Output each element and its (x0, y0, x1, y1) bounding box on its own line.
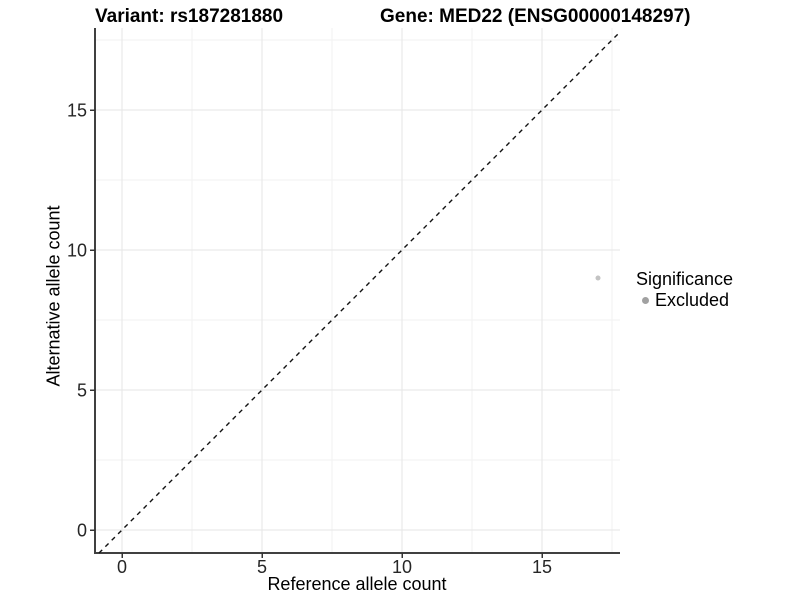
y-axis-label: Alternative allele count (43, 205, 64, 387)
y-tick-label: 15 (67, 101, 87, 121)
x-tick-label: 0 (117, 557, 127, 577)
x-axis-label: Reference allele count (267, 574, 447, 594)
legend-point-icon (642, 296, 649, 304)
legend-title: Significance (636, 269, 734, 289)
x-tick-label: 15 (532, 557, 552, 577)
identity-line (98, 31, 621, 554)
y-tick-label: 0 (77, 521, 87, 541)
plot-title-gene: Gene: MED22 (ENSG00000148297) (380, 6, 691, 27)
plot-title-variant: Variant: rs187281880 (95, 6, 284, 27)
legend: Significance Excluded (636, 269, 733, 310)
x-tick-label: 5 (257, 557, 267, 577)
data-point (595, 275, 601, 281)
legend-item-excluded: Excluded (636, 290, 733, 310)
x-tick-label: 10 (392, 557, 412, 577)
y-tick-label: 10 (67, 241, 87, 261)
y-tick-label: 5 (77, 381, 87, 401)
legend-item-label: Excluded (655, 290, 730, 310)
